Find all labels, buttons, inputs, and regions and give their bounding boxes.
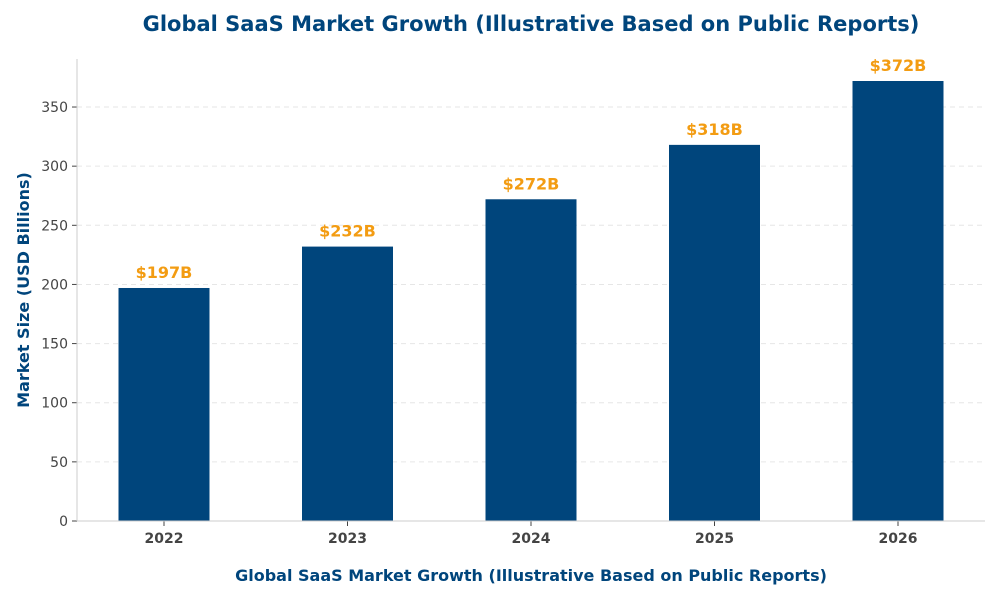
y-tick-label: 250	[41, 218, 68, 234]
bar-2023	[302, 246, 393, 521]
x-tick-label: 2026	[879, 531, 918, 547]
bars	[118, 81, 944, 521]
y-tick-label: 350	[41, 100, 68, 116]
x-axis-label: Global SaaS Market Growth (Illustrative …	[235, 566, 827, 585]
x-axis-ticks: 2022 2023 2024 2025 2026	[145, 521, 918, 547]
data-label-2025: $318B	[686, 120, 743, 139]
data-label-2022: $197B	[136, 263, 193, 282]
y-tick-label: 300	[41, 159, 68, 175]
bar-2022	[118, 287, 210, 521]
data-label-2026: $372B	[870, 56, 927, 75]
y-tick-label: 50	[50, 455, 68, 471]
bar-2026	[852, 81, 944, 521]
bar-2024	[485, 199, 577, 521]
y-tick-label: 150	[41, 337, 68, 353]
x-tick-label: 2022	[145, 531, 184, 547]
data-label-2024: $272B	[503, 174, 560, 193]
x-tick-label: 2024	[512, 531, 551, 547]
chart-title: Global SaaS Market Growth (Illustrative …	[143, 12, 920, 36]
x-tick-label: 2025	[695, 531, 734, 547]
bar-2025	[669, 144, 760, 521]
y-tick-label: 0	[59, 514, 68, 530]
y-tick-label: 200	[41, 277, 68, 293]
y-tick-label: 100	[41, 396, 68, 412]
y-axis-ticks: 0 50 100 150 200 250 300 350	[41, 100, 77, 530]
x-tick-label: 2023	[328, 531, 367, 547]
y-axis-label: Market Size (USD Billions)	[14, 172, 33, 408]
data-label-2023: $232B	[319, 222, 376, 241]
data-labels: $197B $232B $272B $318B $372B	[136, 56, 927, 282]
